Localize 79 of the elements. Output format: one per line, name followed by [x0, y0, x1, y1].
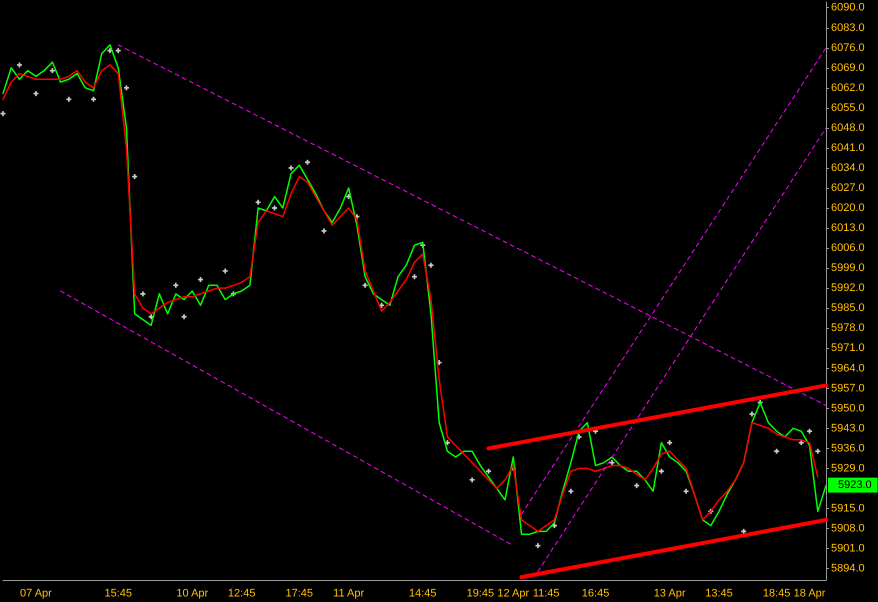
- point: [321, 228, 326, 234]
- point: [182, 314, 187, 320]
- y-tick-label: 6055.0: [831, 102, 865, 114]
- point: [749, 412, 754, 417]
- x-tick-label: 13:45: [705, 588, 733, 600]
- point: [815, 448, 820, 454]
- point: [173, 282, 178, 288]
- point: [658, 468, 664, 474]
- y-tick-label: 5929.0: [831, 462, 865, 474]
- point: [684, 488, 689, 494]
- x-tick-label: 10 Apr: [176, 588, 209, 600]
- x-tick-label: 19:45: [466, 588, 494, 600]
- point: [305, 160, 310, 165]
- point: [774, 448, 780, 454]
- y-tick-label: 6027.0: [831, 182, 865, 194]
- y-tick-label: 6083.0: [831, 22, 865, 34]
- x-tick-label: 11 Apr: [333, 588, 364, 600]
- point: [807, 428, 812, 434]
- y-tick-label: 5915.0: [831, 502, 865, 514]
- y-tick-label: 6048.0: [831, 122, 865, 134]
- y-tick-label: 6006.0: [831, 242, 865, 254]
- y-tick-label: 5936.0: [831, 442, 865, 454]
- y-tick-label: 5950.0: [831, 402, 865, 414]
- point: [667, 440, 672, 446]
- y-tick-label: 5999.0: [831, 262, 865, 274]
- point: [66, 96, 72, 102]
- x-tick-label: 12:45: [228, 588, 256, 600]
- x-tick-label: 12 Apr: [497, 588, 530, 600]
- x-tick-label: 07 Apr: [20, 588, 52, 600]
- x-tick-label: 16:45: [582, 588, 610, 600]
- point: [50, 68, 55, 74]
- point: [33, 91, 38, 96]
- y-tick-label: 6041.0: [831, 142, 865, 154]
- y-tick-label: 6090.0: [831, 2, 865, 14]
- point: [486, 468, 492, 474]
- y-tick-label: 5908.0: [831, 522, 865, 534]
- y-tick-label: 6069.0: [831, 62, 865, 74]
- x-tick-label: 18:45: [762, 588, 790, 600]
- point: [140, 291, 146, 296]
- y-tick-label: 5901.0: [831, 542, 865, 555]
- point: [428, 262, 434, 268]
- point: [16, 62, 22, 68]
- point: [610, 460, 615, 466]
- x-tick-label: 17:45: [286, 588, 314, 600]
- x-tick-label: 13 Apr: [654, 588, 686, 600]
- y-tick-label: 5985.0: [831, 302, 865, 314]
- point: [116, 48, 121, 54]
- point: [91, 96, 96, 102]
- y-tick-label: 5978.0: [831, 322, 865, 334]
- x-tick-label: 11:45: [532, 588, 560, 600]
- text: 5923.0: [838, 479, 872, 492]
- point: [0, 111, 6, 116]
- point: [412, 274, 417, 280]
- point: [256, 200, 261, 205]
- y-tick-label: 5943.0: [831, 422, 865, 434]
- point: [634, 483, 640, 488]
- point: [222, 268, 228, 274]
- point: [362, 282, 368, 288]
- point: [568, 488, 574, 494]
- point: [124, 85, 129, 90]
- y-tick-label: 5894.0: [831, 562, 865, 575]
- y-tick-label: 5964.0: [831, 362, 865, 374]
- y-tick-label: 5971.0: [831, 342, 865, 354]
- x-tick-label: 18 Apr: [794, 588, 826, 600]
- y-tick-label: 6034.0: [831, 162, 865, 174]
- y-tick-label: 5992.0: [831, 282, 865, 294]
- point: [198, 277, 204, 282]
- point: [272, 206, 278, 211]
- y-tick-label: 6013.0: [831, 222, 865, 234]
- point: [132, 174, 138, 180]
- x-tick-label: 15:45: [104, 588, 132, 600]
- y-tick-label: 6020.0: [831, 202, 865, 214]
- point: [470, 477, 475, 482]
- point: [535, 543, 540, 548]
- y-tick-label: 6076.0: [831, 42, 865, 54]
- y-tick-label: 6062.0: [831, 82, 865, 94]
- x-tick-label: 14:45: [408, 588, 436, 600]
- y-tick-label: 5957.0: [831, 382, 865, 394]
- point: [288, 165, 294, 170]
